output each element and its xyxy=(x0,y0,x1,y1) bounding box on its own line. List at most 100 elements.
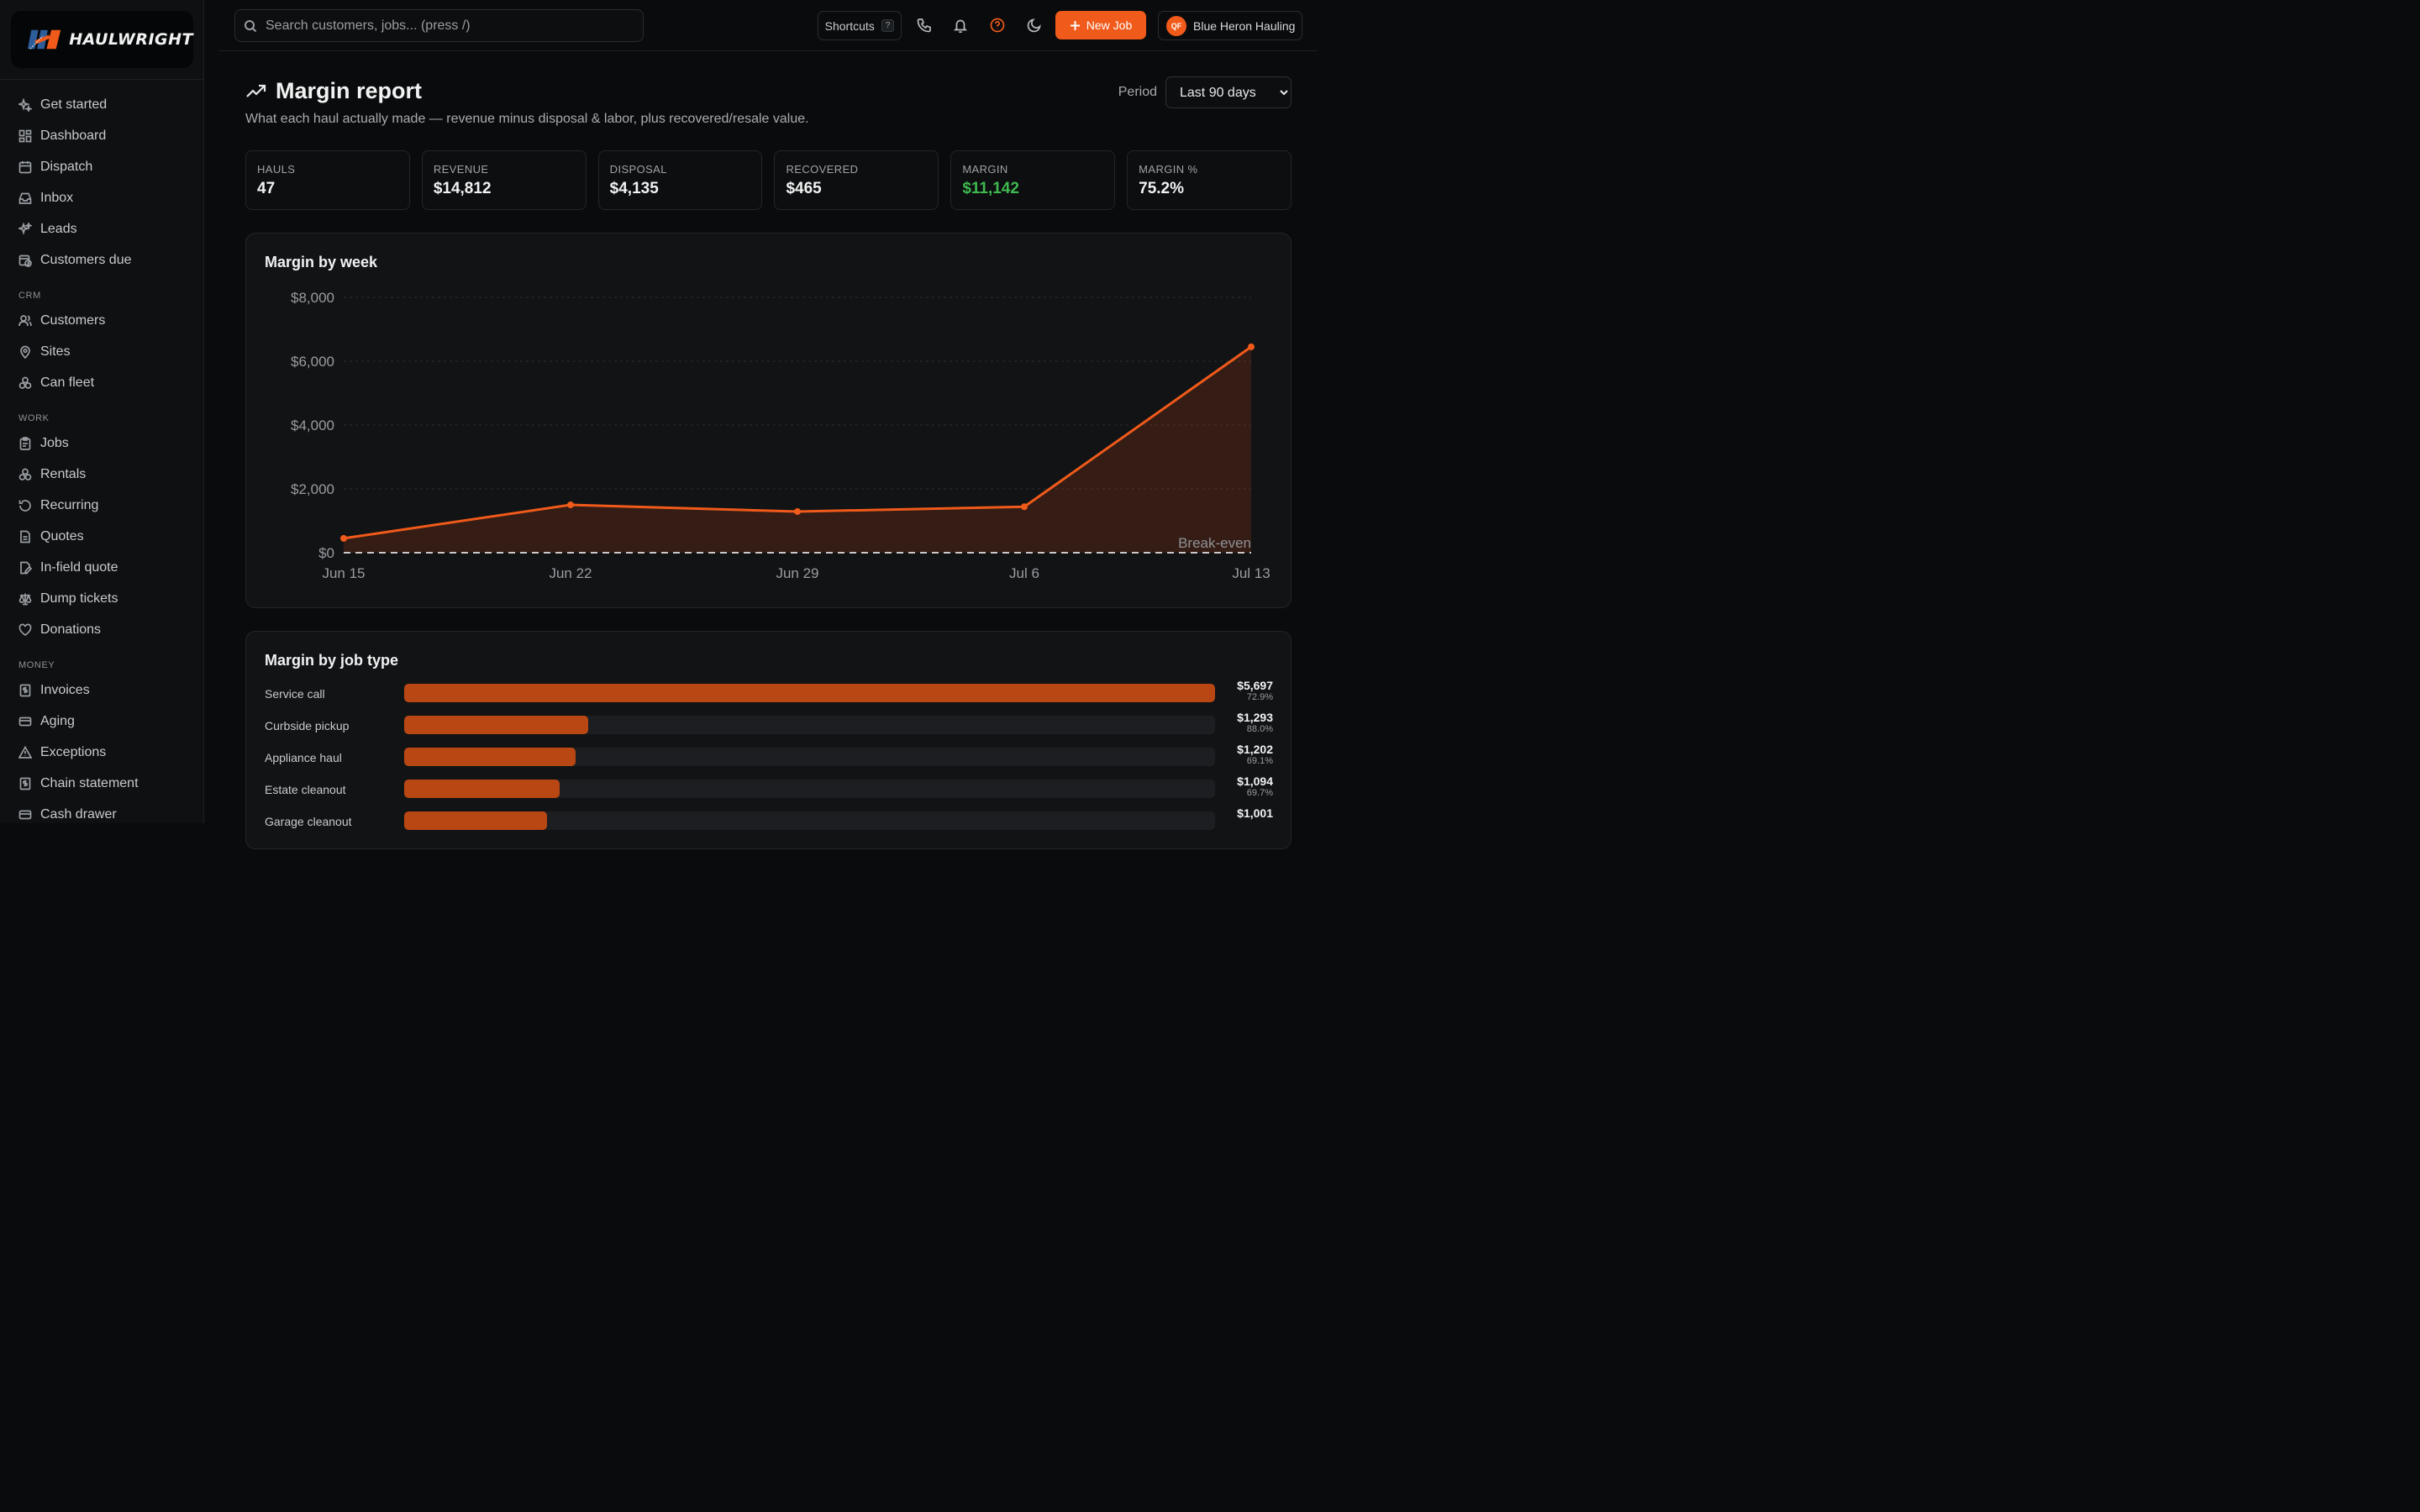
sidebar-item-cash-drawer[interactable]: Cash drawer xyxy=(0,799,203,823)
x-tick-label: Jun 15 xyxy=(322,565,365,581)
bar-category-label: Curbside pickup xyxy=(265,719,350,732)
bar-track xyxy=(404,780,1215,798)
bar-value: $5,697 72.9% xyxy=(1237,679,1273,702)
kpi-value: 47 xyxy=(257,180,276,197)
x-tick-label: Jun 29 xyxy=(776,565,818,581)
sidebar-item-can-fleet[interactable]: Can fleet xyxy=(0,367,203,398)
sidebar-item-invoices[interactable]: Invoices xyxy=(0,675,203,706)
sidebar-item-leads[interactable]: Leads xyxy=(0,213,203,244)
break-even-label: Break-even xyxy=(1178,535,1251,551)
y-tick-label: $2,000 xyxy=(291,481,334,497)
map-pin-icon xyxy=(20,345,30,359)
trending-up-icon xyxy=(246,84,266,97)
sidebar-item-aging[interactable]: Aging xyxy=(0,706,203,737)
period-select[interactable]: Last 90 days xyxy=(1165,76,1292,108)
sidebar-item-label: Sites xyxy=(40,344,71,359)
sidebar-item-label: Aging xyxy=(40,713,75,728)
search-box[interactable] xyxy=(234,9,644,42)
sidebar-item-inbox[interactable]: Inbox xyxy=(0,182,203,213)
sidebar-item-customers-due[interactable]: Customers due xyxy=(0,244,203,276)
bar-row: Estate cleanout $1,094 69.7% xyxy=(265,774,1273,806)
warning-icon xyxy=(18,745,32,759)
bar-value-label: $1,202 xyxy=(1237,743,1273,756)
sidebar-item-dump-tickets[interactable]: Dump tickets xyxy=(0,583,203,614)
kpi-label: DISPOSAL xyxy=(609,163,667,176)
document-icon xyxy=(20,530,30,543)
bar xyxy=(404,684,1215,702)
shortcuts-button[interactable]: Shortcuts ? xyxy=(818,11,902,40)
area-fill xyxy=(344,346,1251,553)
sidebar-item-chain-statement[interactable]: Chain statement xyxy=(0,768,203,799)
kpi-value: $14,812 xyxy=(433,180,492,197)
sidebar-item-donations[interactable]: Donations xyxy=(0,614,203,645)
bell-icon[interactable] xyxy=(953,18,968,34)
period-filter: Period Last 90 days xyxy=(1118,76,1292,108)
new-job-label: New Job xyxy=(1086,18,1133,32)
bar-row: Curbside pickup $1,293 88.0% xyxy=(265,711,1273,743)
data-point xyxy=(340,534,347,542)
brand-name: HAULWRIGHT xyxy=(69,30,193,49)
bar-pct-label: 72.9% xyxy=(1246,692,1273,702)
bar-pct-label: 88.0% xyxy=(1246,724,1273,734)
calendar-clock-icon xyxy=(18,255,32,267)
period-label: Period xyxy=(1118,85,1157,99)
x-tick-label: Jun 22 xyxy=(549,565,592,581)
sidebar-item-quotes[interactable]: Quotes xyxy=(0,521,203,552)
x-tick-label: Jul 6 xyxy=(1009,565,1039,581)
sidebar-item-label: Quotes xyxy=(40,528,84,543)
sidebar-item-dispatch[interactable]: Dispatch xyxy=(0,151,203,182)
bar-value-label: $1,293 xyxy=(1237,711,1273,724)
bar-track xyxy=(404,684,1215,702)
sidebar-item-customers[interactable]: Customers xyxy=(0,305,203,336)
search-icon xyxy=(245,19,257,32)
data-point xyxy=(1248,343,1255,350)
phone-icon[interactable] xyxy=(917,18,932,33)
sidebar-item-dashboard[interactable]: Dashboard xyxy=(0,120,203,151)
edit-document-icon xyxy=(20,561,32,574)
sidebar-item-in-field-quote[interactable]: In-field quote xyxy=(0,552,203,583)
y-tick-label: $6,000 xyxy=(291,354,334,370)
bar-value-label: $1,001 xyxy=(1237,806,1273,820)
kpi-card-hauls: HAULS 47 xyxy=(245,150,410,210)
search-input[interactable] xyxy=(266,18,618,34)
sidebar-item-label: Dashboard xyxy=(40,128,107,143)
bar-value: $1,094 69.7% xyxy=(1237,774,1273,798)
inbox-icon xyxy=(18,192,32,204)
sidebar-item-rentals[interactable]: Rentals xyxy=(0,459,203,490)
page-title: Margin report xyxy=(245,78,422,104)
sidebar-item-exceptions[interactable]: Exceptions xyxy=(0,737,203,768)
sidebar-item-sites[interactable]: Sites xyxy=(0,336,203,367)
kpi-value: $465 xyxy=(786,180,822,197)
card-title: Margin by job type xyxy=(265,652,399,669)
kpi-label: RECOVERED xyxy=(786,163,859,176)
sidebar-item-get-started[interactable]: Get started xyxy=(0,89,203,120)
new-job-button[interactable]: New Job xyxy=(1055,11,1146,39)
bar-value-label: $1,094 xyxy=(1237,774,1273,788)
margin-by-job-type-card: Margin by job type Service call $5,697 72.… xyxy=(245,631,1292,849)
card-icon xyxy=(18,717,32,726)
sidebar-item-label: Rentals xyxy=(40,466,87,481)
main-content: Margin report What each haul actually ma… xyxy=(245,51,1292,849)
card-title: Margin by week xyxy=(265,254,378,270)
kpi-card-disposal: DISPOSAL $4,135 xyxy=(597,150,763,210)
sidebar-item-label: Customers due xyxy=(40,252,132,267)
sidebar-item-label: Dispatch xyxy=(40,159,93,174)
kpi-label: MARGIN xyxy=(962,163,1008,176)
bar-pct-label: 69.1% xyxy=(1246,756,1273,766)
sidebar-item-label: Chain statement xyxy=(40,775,139,790)
account-name: Blue Heron Hauling xyxy=(1193,18,1296,33)
sidebar-item-jobs[interactable]: Jobs xyxy=(0,428,203,459)
sidebar-item-label: Recurring xyxy=(40,497,99,512)
help-icon[interactable] xyxy=(990,18,1005,33)
sidebar-divider xyxy=(0,79,203,80)
brand-logo[interactable]: HAULWRIGHT xyxy=(11,11,193,68)
account-menu[interactable]: QF Blue Heron Hauling xyxy=(1158,11,1302,40)
sidebar-item-label: Donations xyxy=(40,622,102,637)
moon-icon[interactable] xyxy=(1027,18,1042,33)
sidebar-item-label: Cash drawer xyxy=(40,806,117,822)
bar xyxy=(404,780,560,798)
shortcuts-label: Shortcuts xyxy=(824,18,875,33)
sidebar-item-recurring[interactable]: Recurring xyxy=(0,490,203,521)
sparkles-icon xyxy=(18,222,32,235)
sidebar-item-label: Get started xyxy=(40,97,108,112)
